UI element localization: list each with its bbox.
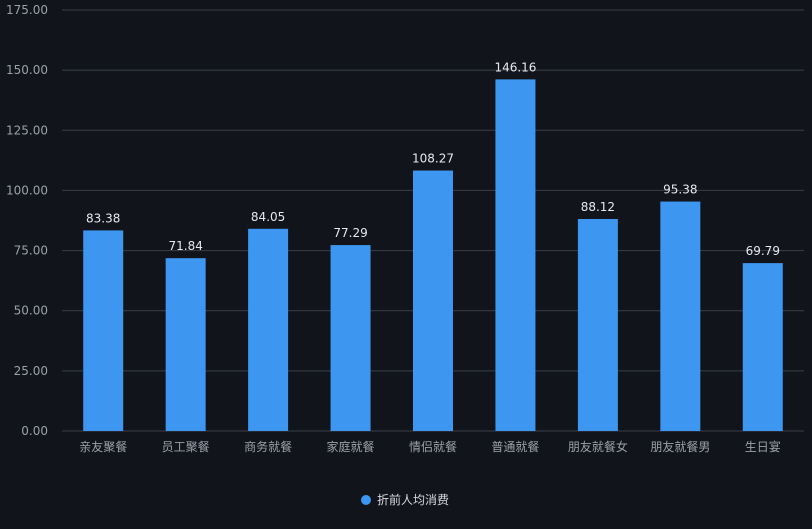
x-category-label: 朋友就餐女 — [568, 439, 628, 454]
y-tick-label: 0.00 — [21, 424, 48, 438]
bar-value-label: 108.27 — [412, 152, 454, 166]
bar[interactable] — [577, 219, 618, 431]
bar[interactable] — [165, 258, 206, 431]
bar[interactable] — [330, 245, 371, 431]
y-tick-label: 125.00 — [6, 123, 48, 137]
x-category-label: 情侣就餐 — [409, 439, 457, 454]
bar[interactable] — [660, 201, 701, 431]
x-category-label: 普通就餐 — [491, 439, 539, 454]
bar-value-label: 95.38 — [663, 183, 697, 197]
data-labels: 83.38 71.84 84.05 77.29 108.27 146.16 88.12 95.… — [86, 60, 780, 258]
bar[interactable] — [742, 263, 783, 431]
bars — [83, 79, 783, 431]
x-category-label: 家庭就餐 — [327, 439, 375, 454]
legend-label[interactable]: 折前人均消费 — [377, 492, 449, 507]
bar[interactable] — [248, 228, 289, 431]
x-category-label: 生日宴 — [745, 439, 781, 454]
x-category-label: 员工聚餐 — [162, 439, 210, 454]
y-tick-label: 25.00 — [14, 364, 48, 378]
bar-value-label: 146.16 — [494, 60, 536, 74]
bar[interactable] — [83, 230, 124, 431]
x-category-label: 商务就餐 — [244, 439, 292, 454]
bar[interactable] — [413, 170, 453, 431]
y-tick-label: 100.00 — [6, 183, 48, 197]
x-category-label: 朋友就餐男 — [650, 439, 710, 454]
y-tick-label: 50.00 — [14, 304, 48, 318]
x-axis-categories: 亲友聚餐 员工聚餐 商务就餐 家庭就餐 情侣就餐 普通就餐 朋友就餐女 朋友就餐男 生日宴 — [79, 439, 781, 454]
legend[interactable]: 折前人均消费 — [361, 492, 449, 507]
bar-value-label: 69.79 — [746, 244, 780, 258]
legend-marker — [361, 495, 371, 505]
y-tick-label: 175.00 — [6, 3, 48, 17]
bar-value-label: 83.38 — [86, 211, 120, 225]
bar-value-label: 77.29 — [333, 226, 367, 240]
y-tick-label: 150.00 — [6, 63, 48, 77]
bar-value-label: 84.05 — [251, 210, 285, 224]
x-category-label: 亲友聚餐 — [79, 439, 127, 454]
y-tick-label: 75.00 — [14, 244, 48, 258]
bar-value-label: 88.12 — [581, 200, 615, 214]
y-axis-ticks: 0.00 25.00 50.00 75.00 100.00 125.00 150.00 175… — [6, 3, 48, 438]
bar[interactable] — [495, 79, 536, 431]
bar-value-label: 71.84 — [168, 239, 202, 253]
